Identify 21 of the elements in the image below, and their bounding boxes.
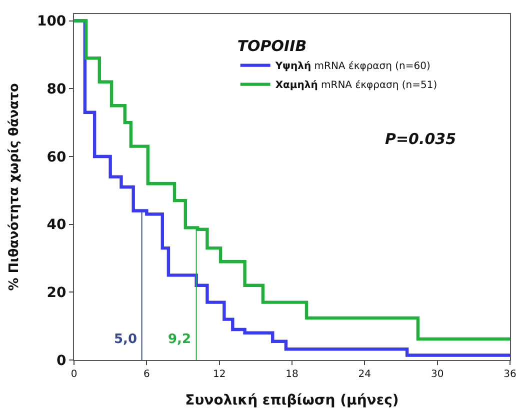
annotation: 5,0	[114, 332, 138, 347]
x-tick-label: 30	[430, 369, 444, 380]
x-tick-label: 6	[143, 369, 150, 380]
legend-title: TOPOIIB	[237, 36, 307, 55]
legend-label: Χαμηλή mRNA έκφραση (n=51)	[275, 80, 438, 92]
x-tick-label: 18	[286, 369, 298, 380]
annotation: P=0.035	[385, 130, 456, 148]
x-tick-label: 12	[212, 369, 226, 380]
y-tick-label: 100	[36, 14, 66, 30]
y-tick-label: 20	[46, 285, 66, 302]
x-axis-title: Συνολική επιβίωση (μήνες)	[185, 392, 399, 408]
x-tick-label: 36	[504, 369, 516, 380]
y-tick-label: 80	[46, 82, 66, 98]
y-tick-label: 60	[46, 149, 66, 166]
x-tick-label: 0	[70, 369, 78, 380]
legend-label: Υψηλή mRNA έκφραση (n=60)	[274, 61, 430, 72]
y-tick-label: 40	[46, 217, 66, 234]
y-tick-label: 0	[56, 352, 66, 369]
annotation: 9,2	[168, 332, 192, 347]
x-tick-label: 24	[358, 369, 372, 380]
y-axis-title: % Πιθανότητα χωρίς θάνατο	[6, 83, 22, 291]
